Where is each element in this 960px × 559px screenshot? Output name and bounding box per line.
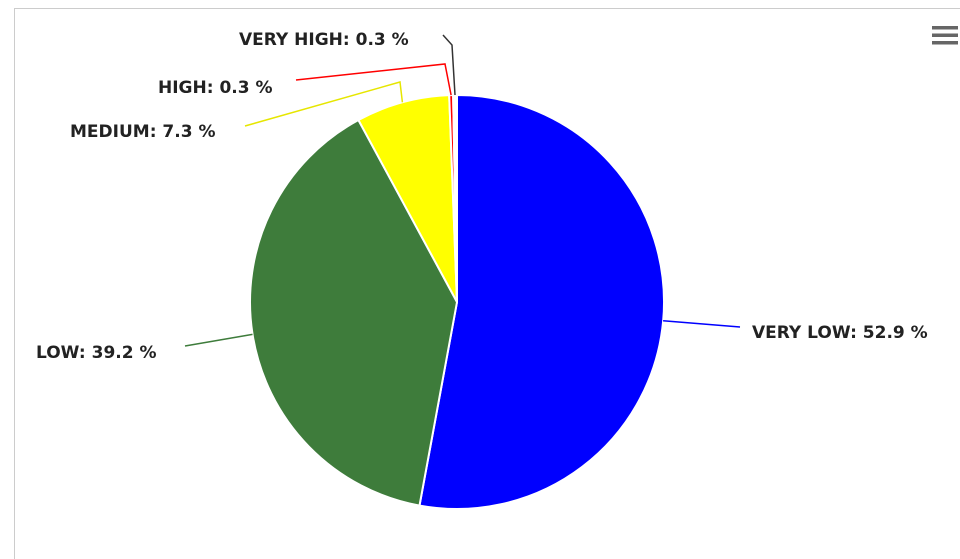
pie-slice-low[interactable] [249, 118, 459, 507]
connector-medium [244, 81, 404, 127]
connector-very-high [442, 34, 456, 96]
data-label-medium: MEDIUM: 7.3 % [70, 122, 215, 142]
connector-high [295, 63, 452, 96]
data-label-very-high: VERY HIGH: 0.3 % [239, 30, 409, 50]
pie-slice-very-high[interactable] [452, 93, 458, 303]
data-label-high: HIGH: 0.3 % [158, 78, 273, 98]
data-label-very-low: VERY LOW: 52.9 % [752, 323, 928, 343]
connector-very-low [663, 320, 741, 328]
label-connectors [184, 34, 741, 347]
data-label-low: LOW: 39.2 % [36, 343, 157, 363]
hamburger-menu-icon [932, 26, 958, 45]
slice-labels: VERY LOW: 52.9 % LOW: 39.2 % MEDIUM: 7.3 %… [36, 30, 928, 363]
connector-low [184, 333, 253, 347]
chart-menu-button[interactable] [930, 20, 960, 50]
pie-slices [249, 93, 665, 510]
